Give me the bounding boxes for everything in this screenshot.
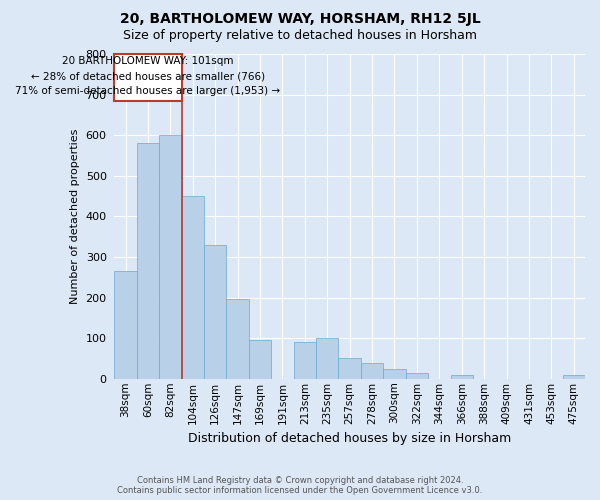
Text: 71% of semi-detached houses are larger (1,953) →: 71% of semi-detached houses are larger (… [16,86,281,96]
Bar [406,372,428,379]
Bar [293,342,316,379]
Text: ← 28% of detached houses are smaller (766): ← 28% of detached houses are smaller (76… [31,71,265,81]
Bar [316,338,338,379]
Bar [226,299,249,379]
Bar [204,245,226,379]
Bar [361,362,383,379]
Bar [451,374,473,379]
Bar [383,368,406,379]
Bar [137,144,159,379]
Text: 20 BARTHOLOMEW WAY: 101sqm: 20 BARTHOLOMEW WAY: 101sqm [62,56,234,66]
Y-axis label: Number of detached properties: Number of detached properties [70,128,80,304]
Bar [159,135,182,379]
Bar [338,358,361,379]
Text: Contains HM Land Registry data © Crown copyright and database right 2024.
Contai: Contains HM Land Registry data © Crown c… [118,476,482,495]
Bar [115,271,137,379]
Bar [249,340,271,379]
Bar [563,374,585,379]
Bar [115,54,182,100]
Bar [182,196,204,379]
X-axis label: Distribution of detached houses by size in Horsham: Distribution of detached houses by size … [188,432,511,445]
Text: 20, BARTHOLOMEW WAY, HORSHAM, RH12 5JL: 20, BARTHOLOMEW WAY, HORSHAM, RH12 5JL [119,12,481,26]
Text: Size of property relative to detached houses in Horsham: Size of property relative to detached ho… [123,29,477,42]
